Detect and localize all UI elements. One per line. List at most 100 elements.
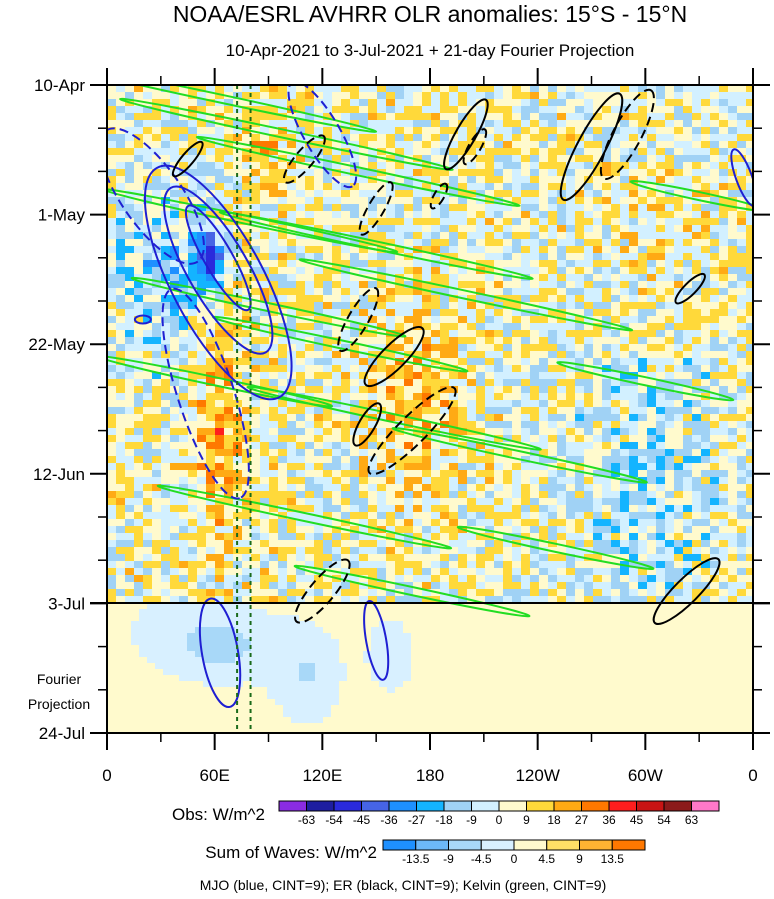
obs-cell <box>458 120 468 128</box>
obs-cell <box>629 183 639 191</box>
obs-cell <box>350 484 360 492</box>
obs-cell <box>305 134 315 142</box>
obs-cell <box>179 316 189 324</box>
obs-cell <box>710 106 720 114</box>
obs-cell <box>674 533 684 541</box>
obs-cell <box>458 533 468 541</box>
obs-cell <box>485 372 495 380</box>
obs-cell <box>557 225 567 233</box>
obs-cell <box>602 148 612 156</box>
obs-cell <box>737 421 747 429</box>
obs-cell <box>323 288 333 296</box>
obs-cell <box>692 372 702 380</box>
obs-cell <box>314 232 324 240</box>
obs-cell <box>206 400 216 408</box>
obs-cell <box>557 106 567 114</box>
obs-cell <box>431 127 441 135</box>
obs-cell <box>332 435 342 443</box>
obs-cell <box>503 498 513 506</box>
obs-cell <box>332 120 342 128</box>
obs-cell <box>431 379 441 387</box>
obs-cell <box>602 561 612 569</box>
obs-cell <box>701 155 711 163</box>
obs-cell <box>368 463 378 471</box>
obs-cell <box>206 540 216 548</box>
obs-cell <box>647 288 657 296</box>
obs-cell <box>224 337 234 345</box>
obs-cell <box>278 407 288 415</box>
obs-cell <box>206 99 216 107</box>
obs-cell <box>440 274 450 282</box>
obs-cell <box>170 526 180 534</box>
obs-cell <box>368 295 378 303</box>
obs-cell <box>341 302 351 310</box>
obs-cell <box>134 288 144 296</box>
obs-cell <box>413 456 423 464</box>
obs-cell <box>395 190 405 198</box>
obs-cell <box>539 519 549 527</box>
obs-cell <box>503 155 513 163</box>
obs-cell <box>323 379 333 387</box>
obs-cell <box>404 106 414 114</box>
obs-cell <box>620 512 630 520</box>
obs-cell <box>467 505 477 513</box>
obs-cell <box>647 414 657 422</box>
obs-cell <box>206 176 216 184</box>
obs-cell <box>629 540 639 548</box>
obs-cell <box>728 351 738 359</box>
obs-cell <box>530 386 540 394</box>
obs-cell <box>161 407 171 415</box>
obs-cell <box>395 512 405 520</box>
obs-cell <box>143 456 153 464</box>
obs-cell <box>440 428 450 436</box>
obs-cell <box>413 463 423 471</box>
obs-cell <box>503 351 513 359</box>
obs-cell <box>674 246 684 254</box>
obs-cell <box>719 309 729 317</box>
obs-cell <box>728 498 738 506</box>
obs-cell <box>485 428 495 436</box>
obs-cell <box>629 148 639 156</box>
obs-cell <box>683 246 693 254</box>
obs-cell <box>656 169 666 177</box>
obs-cell <box>413 561 423 569</box>
obs-cell <box>539 526 549 534</box>
obs-cell <box>467 267 477 275</box>
obs-cell <box>692 337 702 345</box>
obs-cell <box>638 239 648 247</box>
obs-cell <box>692 519 702 527</box>
obs-cell <box>197 169 207 177</box>
obs-cell <box>737 169 747 177</box>
obs-cell <box>512 344 522 352</box>
obs-cell <box>215 456 225 464</box>
obs-cell <box>584 358 594 366</box>
obs-cell <box>116 295 126 303</box>
obs-cell <box>206 498 216 506</box>
obs-cell <box>620 141 630 149</box>
obs-cell <box>458 463 468 471</box>
obs-cell <box>278 323 288 331</box>
obs-cell <box>314 330 324 338</box>
obs-cell <box>656 533 666 541</box>
obs-cell <box>638 463 648 471</box>
obs-cell <box>350 351 360 359</box>
obs-cell <box>665 372 675 380</box>
obs-cell <box>332 456 342 464</box>
obs-cell <box>341 246 351 254</box>
obs-cell <box>107 113 117 121</box>
obs-cell <box>134 442 144 450</box>
obs-cell <box>224 533 234 541</box>
obs-cell <box>440 246 450 254</box>
obs-cell <box>125 484 135 492</box>
obs-cell <box>278 232 288 240</box>
obs-cell <box>512 169 522 177</box>
obs-cell <box>485 330 495 338</box>
obs-cell <box>386 386 396 394</box>
obs-cell <box>566 407 576 415</box>
obs-cell <box>215 211 225 219</box>
obs-cell <box>143 505 153 513</box>
obs-cell <box>629 197 639 205</box>
obs-cell <box>620 435 630 443</box>
obs-cell <box>404 526 414 534</box>
obs-cell <box>557 99 567 107</box>
